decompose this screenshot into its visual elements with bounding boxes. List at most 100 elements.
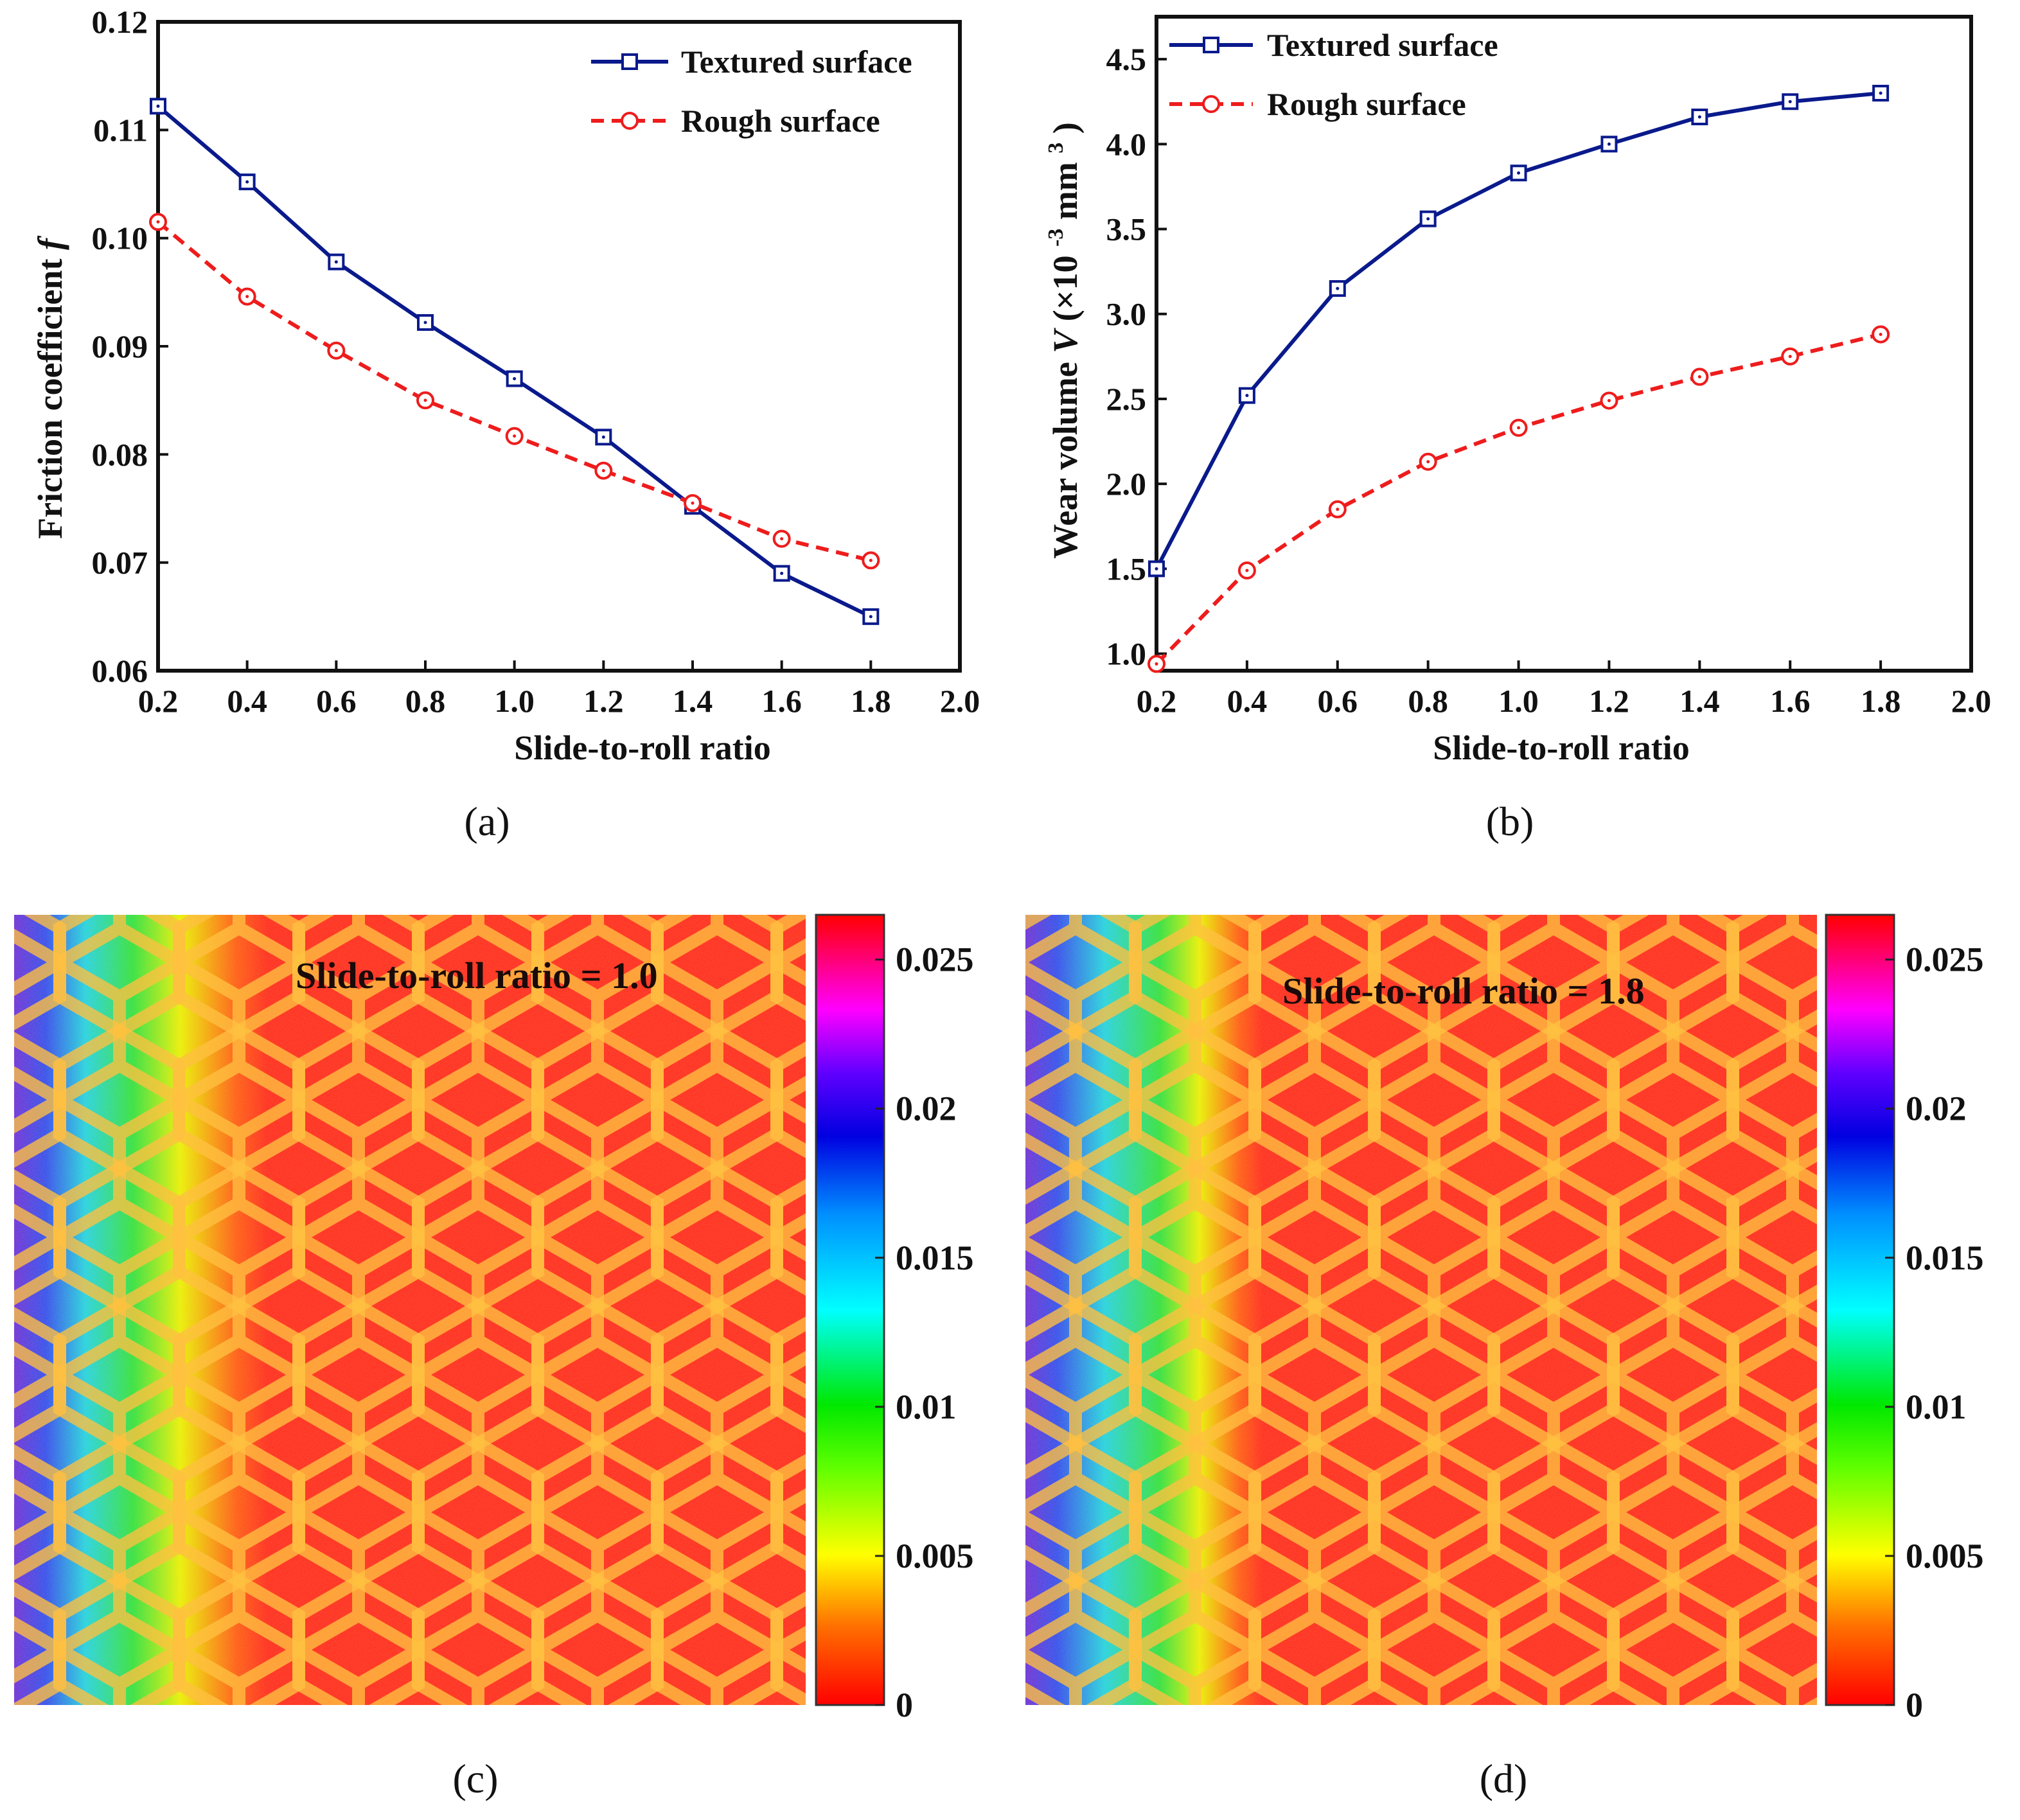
colorbar-c	[815, 914, 885, 1706]
y-axis-label-b-unit-mm: mm	[1046, 162, 1085, 220]
data-point-dot-1-0-8	[1879, 91, 1883, 95]
colorbar-tick-label-3-0: 0	[1906, 1686, 1923, 1724]
x-tick-label-1-2: 0.6	[1318, 683, 1358, 719]
x-tick-label-0-1: 0.4	[227, 683, 267, 719]
colorbar-d	[1825, 914, 1895, 1706]
data-point-dot-1-1-0	[1155, 662, 1158, 666]
colorbar-c-ticks: 0 0.005 0.01 0.015 0.02 0.025	[875, 941, 974, 1724]
x-tick-label-1-0: 0.2	[1137, 683, 1177, 719]
y-tick-label-1-3: 2.5	[1106, 381, 1147, 417]
colorbar-tick-label-2-1: 0.005	[896, 1537, 974, 1575]
colorbar-tick-label-2-3: 0.015	[896, 1239, 974, 1277]
y-axis-label-b-unit-open: (×10	[1046, 256, 1085, 322]
data-point-dot-1-0-5	[1607, 142, 1611, 146]
series-a	[149, 98, 880, 625]
legend-b-rough-marker	[1202, 95, 1220, 113]
series-line-1-1	[1155, 332, 1881, 666]
y-axis-label-b-unit-exp: -3	[1044, 229, 1068, 247]
data-point-dot-0-1-7	[780, 537, 784, 541]
caption-c: (c)	[452, 1756, 498, 1801]
x-tick-label-0-5: 1.2	[583, 683, 624, 719]
legend-a-textured-marker	[621, 53, 638, 70]
panel-c-heatmap: Slide-to-roll ratio = 1.0 0 0.005 0.01 0.01…	[14, 914, 974, 1801]
legend-b-textured-marker	[1203, 37, 1219, 53]
y-tick-label-1-7: 4.5	[1106, 41, 1147, 77]
data-point-dot-0-0-2	[334, 260, 338, 264]
x-tick-label-1-8: 1.8	[1861, 683, 1901, 719]
x-tick-label-0-9: 2.0	[940, 683, 980, 719]
colorbar-tick-label-2-5: 0.025	[896, 941, 974, 979]
data-point-dot-1-0-6	[1697, 115, 1701, 119]
data-point-dot-0-0-1	[245, 180, 249, 184]
legend-b: Textured surface Rough surface	[1169, 27, 1498, 122]
data-point-dot-1-0-2	[1336, 287, 1340, 290]
axis-ticks-a: 0.2 0.4 0.6 0.8 1.0 1.2 1.4 1.6 1.8 2.0 0.06 0.07 0.…	[92, 4, 980, 719]
caption-d: (d)	[1480, 1756, 1528, 1801]
data-point-dot-1-0-3	[1426, 217, 1430, 221]
data-point-dot-0-1-5	[601, 469, 605, 473]
heatmap-c-hex-pattern	[14, 915, 806, 1705]
data-point-dot-1-0-7	[1788, 100, 1792, 103]
colorbar-tick-label-2-0: 0	[896, 1686, 913, 1724]
x-tick-label-0-2: 0.6	[316, 683, 357, 719]
x-tick-label-0-0: 0.2	[138, 683, 179, 719]
y-axis-label-b-text: Wear volume	[1046, 362, 1085, 558]
data-point-dot-1-1-5	[1607, 399, 1611, 403]
y-tick-label-0-0: 0.06	[92, 653, 148, 689]
plot-frame-b	[1155, 15, 1973, 673]
colorbar-tick-label-3-2: 0.01	[1906, 1388, 1967, 1426]
x-tick-label-0-3: 0.8	[405, 683, 446, 719]
y-axis-label-b: Wear volume V (×10 -3 mm 3 )	[1044, 122, 1085, 559]
x-tick-label-1-4: 1.0	[1498, 683, 1539, 719]
data-point-dot-0-0-7	[780, 572, 784, 575]
data-point-dot-0-0-3	[423, 321, 427, 324]
x-tick-label-0-4: 1.0	[494, 683, 535, 719]
panel-d-heatmap: Slide-to-roll ratio = 1.8 0 0.005 0.01 0.01…	[1025, 914, 1984, 1801]
x-tick-label-1-7: 1.6	[1770, 683, 1811, 719]
heatmap-c-annotation: Slide-to-roll ratio = 1.0	[296, 955, 658, 996]
y-tick-label-0-1: 0.07	[92, 545, 148, 581]
data-point-dot-0-1-6	[691, 501, 695, 505]
x-tick-label-0-8: 1.8	[851, 683, 891, 719]
data-point-dot-0-0-0	[156, 104, 160, 108]
caption-a: (a)	[464, 799, 509, 844]
data-point-dot-1-1-2	[1336, 508, 1340, 511]
y-tick-label-1-4: 3.0	[1106, 296, 1147, 332]
panel-a-friction-chart: 0.2 0.4 0.6 0.8 1.0 1.2 1.4 1.6 1.8 2.0 0.06 0.07 0.…	[31, 4, 980, 844]
legend-a-rough-label: Rough surface	[681, 103, 880, 139]
axis-ticks-b: 0.2 0.4 0.6 0.8 1.0 1.2 1.4 1.6 1.8 2.0 1.0 1.5 2.0 2…	[1106, 41, 1992, 719]
data-point-dot-1-1-1	[1245, 569, 1249, 572]
data-point-dot-1-0-1	[1245, 394, 1249, 398]
data-point-dot-0-0-5	[601, 435, 605, 439]
y-axis-label-a-symbol: f	[31, 235, 69, 250]
data-point-dot-0-1-8	[869, 558, 873, 562]
colorbar-d-ticks: 0 0.005 0.01 0.015 0.02 0.025	[1885, 941, 1984, 1724]
y-tick-label-0-6: 0.12	[92, 4, 148, 40]
colorbar-tick-label-3-5: 0.025	[1906, 941, 1984, 979]
series-line-0-0	[157, 105, 872, 619]
y-tick-label-1-0: 1.0	[1106, 636, 1147, 672]
x-tick-label-1-9: 2.0	[1951, 683, 1992, 719]
y-tick-label-1-6: 4.0	[1106, 126, 1147, 162]
data-point-dot-0-1-4	[513, 434, 517, 438]
y-tick-label-0-3: 0.09	[92, 328, 148, 364]
data-point-dot-1-1-3	[1426, 460, 1430, 464]
data-point-dot-1-1-8	[1879, 332, 1883, 336]
data-point-dot-0-0-8	[869, 615, 873, 619]
y-tick-label-0-2: 0.08	[92, 436, 148, 472]
colorbar-tick-label-2-2: 0.01	[896, 1388, 957, 1426]
series-line-1-0	[1155, 91, 1881, 570]
data-point-dot-0-1-0	[156, 220, 160, 224]
legend-b-textured-label: Textured surface	[1267, 27, 1498, 63]
colorbar-tick-label-3-4: 0.02	[1906, 1090, 1967, 1128]
colorbar-tick-label-2-4: 0.02	[896, 1090, 957, 1128]
x-axis-label-a: Slide-to-roll ratio	[514, 729, 770, 767]
data-point-dot-0-0-4	[513, 377, 517, 380]
caption-b: (b)	[1486, 799, 1534, 844]
y-tick-label-0-4: 0.10	[92, 220, 148, 256]
data-point-dot-0-1-2	[334, 349, 338, 353]
x-axis-label-b: Slide-to-roll ratio	[1433, 729, 1689, 767]
colorbar-tick-label-3-3: 0.015	[1906, 1239, 1984, 1277]
data-point-dot-1-1-4	[1517, 426, 1521, 430]
y-tick-label-1-1: 1.5	[1106, 551, 1147, 587]
